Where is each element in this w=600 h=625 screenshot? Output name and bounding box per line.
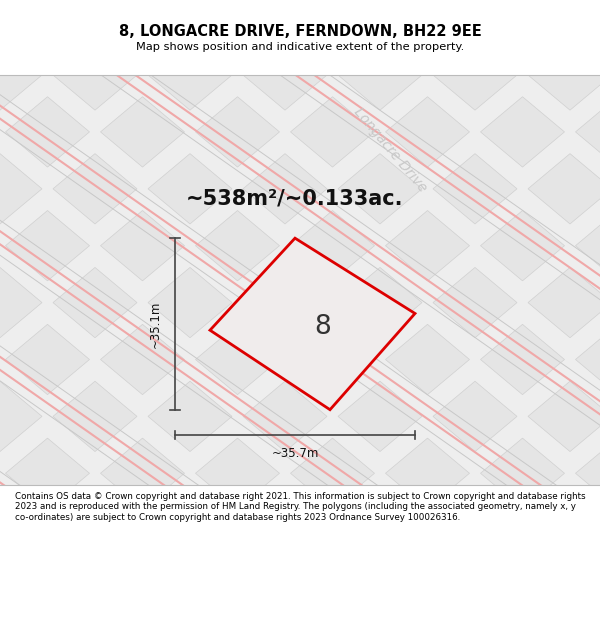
Polygon shape: [101, 211, 185, 281]
Polygon shape: [196, 211, 280, 281]
Polygon shape: [53, 154, 137, 224]
Polygon shape: [53, 268, 137, 338]
Polygon shape: [386, 211, 470, 281]
Polygon shape: [338, 40, 422, 110]
Polygon shape: [196, 438, 280, 508]
Polygon shape: [433, 154, 517, 224]
Polygon shape: [0, 381, 42, 451]
Polygon shape: [290, 552, 374, 622]
Polygon shape: [290, 0, 374, 53]
Polygon shape: [433, 495, 517, 566]
Polygon shape: [575, 438, 600, 508]
Polygon shape: [528, 268, 600, 338]
Polygon shape: [338, 495, 422, 566]
Polygon shape: [243, 381, 327, 451]
Polygon shape: [196, 552, 280, 622]
Polygon shape: [528, 495, 600, 566]
Polygon shape: [148, 495, 232, 566]
Polygon shape: [575, 211, 600, 281]
Polygon shape: [5, 0, 89, 53]
Polygon shape: [386, 552, 470, 622]
Polygon shape: [101, 438, 185, 508]
Polygon shape: [481, 97, 565, 167]
Polygon shape: [101, 552, 185, 622]
Polygon shape: [5, 552, 89, 622]
Polygon shape: [290, 211, 374, 281]
Polygon shape: [0, 154, 42, 224]
Polygon shape: [0, 40, 42, 110]
Polygon shape: [53, 495, 137, 566]
Polygon shape: [386, 324, 470, 394]
Polygon shape: [53, 381, 137, 451]
Text: ~35.1m: ~35.1m: [149, 300, 161, 348]
Text: 8: 8: [314, 314, 331, 340]
Polygon shape: [290, 97, 374, 167]
Polygon shape: [210, 238, 415, 410]
Polygon shape: [386, 97, 470, 167]
Polygon shape: [528, 154, 600, 224]
Polygon shape: [575, 0, 600, 53]
Polygon shape: [0, 495, 42, 566]
Polygon shape: [575, 97, 600, 167]
Polygon shape: [290, 438, 374, 508]
Polygon shape: [101, 97, 185, 167]
Polygon shape: [0, 268, 42, 338]
Text: ~35.7m: ~35.7m: [271, 447, 319, 460]
Polygon shape: [575, 324, 600, 394]
Polygon shape: [148, 268, 232, 338]
Polygon shape: [575, 552, 600, 622]
Polygon shape: [481, 552, 565, 622]
Text: Longacre Drive: Longacre Drive: [351, 106, 429, 195]
Polygon shape: [196, 97, 280, 167]
Polygon shape: [148, 40, 232, 110]
Polygon shape: [5, 324, 89, 394]
Polygon shape: [148, 154, 232, 224]
Polygon shape: [196, 0, 280, 53]
Polygon shape: [243, 40, 327, 110]
Polygon shape: [5, 438, 89, 508]
Polygon shape: [101, 324, 185, 394]
Polygon shape: [433, 40, 517, 110]
Polygon shape: [5, 211, 89, 281]
Polygon shape: [481, 438, 565, 508]
Polygon shape: [433, 268, 517, 338]
Polygon shape: [433, 381, 517, 451]
Polygon shape: [101, 0, 185, 53]
Polygon shape: [243, 268, 327, 338]
Polygon shape: [243, 154, 327, 224]
Polygon shape: [5, 97, 89, 167]
Text: 8, LONGACRE DRIVE, FERNDOWN, BH22 9EE: 8, LONGACRE DRIVE, FERNDOWN, BH22 9EE: [119, 24, 481, 39]
Text: Map shows position and indicative extent of the property.: Map shows position and indicative extent…: [136, 42, 464, 52]
Polygon shape: [386, 0, 470, 53]
Polygon shape: [338, 268, 422, 338]
Text: Contains OS data © Crown copyright and database right 2021. This information is : Contains OS data © Crown copyright and d…: [15, 492, 586, 522]
Polygon shape: [528, 381, 600, 451]
Polygon shape: [481, 324, 565, 394]
Polygon shape: [243, 495, 327, 566]
Polygon shape: [528, 40, 600, 110]
Polygon shape: [481, 0, 565, 53]
Polygon shape: [338, 381, 422, 451]
Text: ~538m²/~0.133ac.: ~538m²/~0.133ac.: [186, 189, 404, 209]
Polygon shape: [53, 40, 137, 110]
Polygon shape: [196, 324, 280, 394]
Polygon shape: [481, 211, 565, 281]
Polygon shape: [338, 154, 422, 224]
Polygon shape: [148, 381, 232, 451]
Polygon shape: [290, 324, 374, 394]
Polygon shape: [386, 438, 470, 508]
